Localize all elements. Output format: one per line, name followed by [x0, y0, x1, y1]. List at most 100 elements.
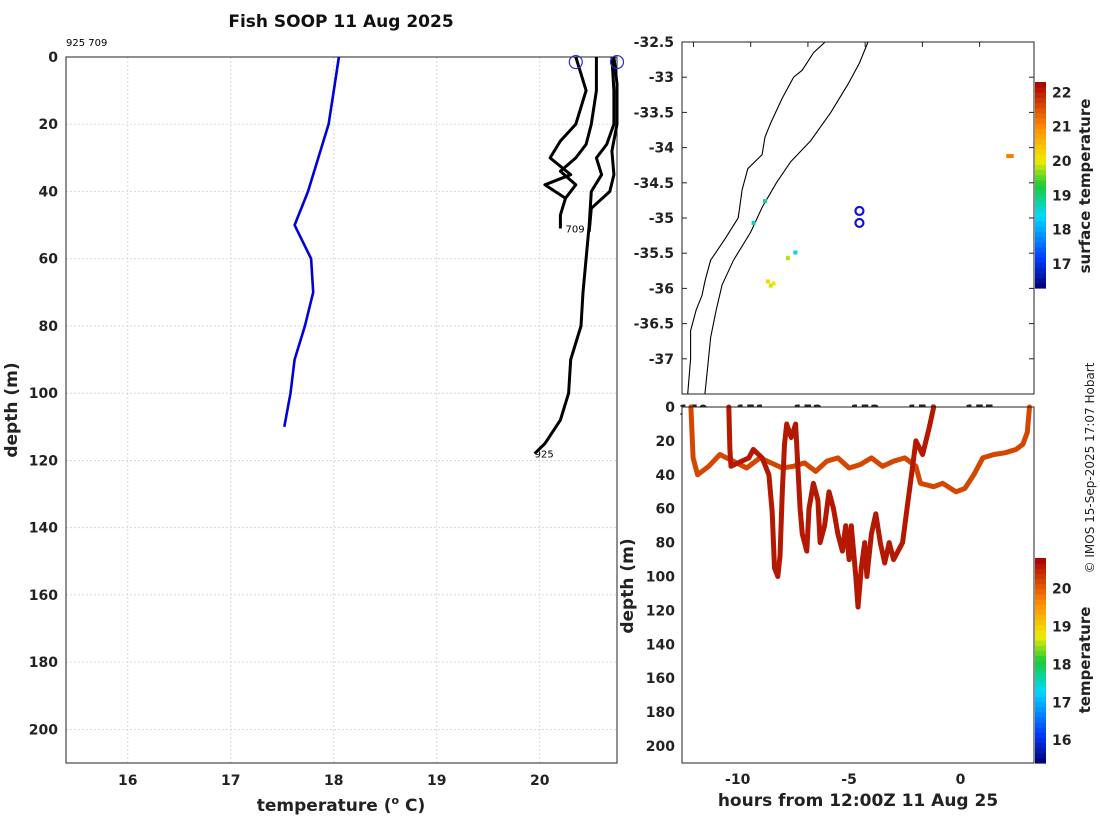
ts-colorbar-tick-label: 18: [1052, 657, 1071, 673]
profile-series-line: [283, 56, 341, 428]
ts-ytick-label: 20: [656, 434, 676, 450]
map-temperature-point: [765, 279, 770, 284]
profile-xtick-label: 17: [221, 773, 240, 789]
profile-ytick-label: 80: [39, 319, 59, 335]
ts-colorbar-segment: [1035, 665, 1046, 672]
map-temperature-point: [762, 199, 767, 204]
ts-colorbar-segment: [1035, 660, 1046, 667]
ts-colorbar-segment: [1035, 742, 1046, 749]
figure-title: Fish SOOP 11 Aug 2025: [228, 12, 453, 32]
ts-ytick-label: 80: [656, 536, 676, 552]
ts-colorbar-segment: [1035, 645, 1046, 651]
ts-colorbar-segment: [1035, 599, 1046, 605]
ts-colorbar-segment: [1035, 752, 1046, 759]
profile-xtick-label: 16: [118, 773, 137, 789]
map-colorbar-segment: [1035, 148, 1046, 155]
map-colorbar-segment: [1035, 205, 1046, 212]
map-colorbar-segment: [1035, 257, 1046, 263]
map-ytick-label: -34.5: [634, 176, 674, 192]
ts-ytick-label: 120: [646, 603, 675, 619]
ts-ytick-label: 0: [665, 400, 675, 416]
profile-ytick-label: 60: [39, 252, 59, 268]
map-colorbar-segment: [1035, 92, 1046, 99]
profile-axes-frame: [65, 56, 618, 764]
map-temperature-point: [768, 283, 773, 288]
ts-xtick-label: -5: [841, 772, 857, 788]
profile-start-marker: [568, 54, 583, 70]
map-colorbar-segment: [1035, 82, 1046, 88]
map-colorbar-segment: [1035, 143, 1046, 150]
map-temperature-point: [1009, 154, 1014, 159]
ts-colorbar-segment: [1035, 706, 1046, 713]
ts-colorbar-segment: [1035, 583, 1046, 590]
map-cast-marker: [854, 205, 865, 217]
profile-xtick-label: 19: [427, 773, 446, 789]
ts-colorbar-segment: [1035, 640, 1046, 646]
ts-ytick-label: 100: [646, 570, 675, 586]
map-colorbar-tick-label: 22: [1052, 85, 1071, 101]
ts-ytick-label: 160: [646, 671, 675, 687]
profile-xtick-label: 20: [530, 773, 550, 789]
profile-xlabel-end: C): [399, 796, 425, 816]
map-ytick-label: -34: [649, 141, 675, 157]
ts-colorbar-segment: [1035, 757, 1046, 764]
map-colorbar-segment: [1035, 87, 1046, 93]
map-colorbar-tick-label: 20: [1052, 154, 1072, 170]
ts-colorbar-label: temperature: [1076, 607, 1094, 714]
ts-colorbar-segment: [1035, 629, 1046, 636]
map-colorbar-tick-label: 17: [1052, 257, 1071, 273]
map-colorbar-segment: [1035, 195, 1046, 202]
ts-depth-track: [726, 404, 937, 610]
profile-ytick-label: 20: [39, 117, 59, 133]
map-colorbar-segment: [1035, 159, 1046, 165]
map-colorbar-tick-label: 21: [1052, 120, 1071, 136]
ts-ytick-label: 140: [646, 637, 675, 653]
ts-colorbar-tick-label: 20: [1052, 581, 1072, 597]
ts-colorbar-segment: [1035, 593, 1046, 600]
map-temperature-point: [785, 256, 790, 261]
profile-ytick-label: 120: [29, 453, 58, 469]
map-colorbar-segment: [1035, 174, 1046, 181]
map-colorbar-segment: [1035, 215, 1046, 222]
ts-colorbar-segment: [1035, 701, 1046, 708]
map-colorbar-segment: [1035, 262, 1046, 268]
map-colorbar-segment: [1035, 246, 1046, 253]
map-colorbar-segment: [1035, 118, 1046, 124]
map-colorbar-segment: [1035, 169, 1046, 176]
ts-colorbar-segment: [1035, 614, 1046, 621]
ts-colorbar-segment: [1035, 573, 1046, 580]
map-colorbar-segment: [1035, 272, 1046, 279]
profile-cast-label: 925: [535, 450, 554, 461]
map-ytick-label: -32.5: [634, 35, 674, 51]
profile-ytick-label: 140: [29, 521, 58, 537]
ts-colorbar-segment: [1035, 711, 1046, 718]
ts-colorbar-segment: [1035, 716, 1046, 723]
ts-colorbar-segment: [1035, 691, 1046, 697]
ts-ytick-label: 40: [656, 468, 676, 484]
map-ytick-label: -36: [649, 281, 674, 297]
profile-xlabel-sup: o: [392, 794, 400, 807]
map-axes-frame: [681, 41, 1035, 395]
map-cast-marker: [854, 217, 865, 229]
depth-time-chart: -10 -5 0 0 20 40 60 80 100 120 140 160 180 200 16 17 18…: [618, 400, 1094, 811]
ts-colorbar-segment: [1035, 619, 1046, 626]
ts-colorbar: 16 17 18 19 20: [1035, 558, 1072, 764]
ts-ytick-label: 180: [646, 705, 675, 721]
profile-xlabel: temperature (o C): [257, 794, 426, 816]
ts-colorbar-segment: [1035, 563, 1046, 569]
ts-colorbar-tick-label: 16: [1052, 733, 1071, 749]
map-colorbar-segment: [1035, 179, 1046, 186]
profile-series-line: [558, 57, 598, 200]
map-colorbar-tick-label: 18: [1052, 223, 1071, 239]
profile-start-marker: [609, 54, 625, 70]
ts-colorbar-segment: [1035, 609, 1046, 615]
ts-colorbar-tick-label: 19: [1052, 619, 1071, 635]
profile-ytick-label: 160: [29, 588, 58, 604]
ts-ylabel: depth (m): [618, 538, 638, 633]
ts-colorbar-segment: [1035, 737, 1046, 744]
profile-ytick-label: 40: [39, 184, 59, 200]
ts-axes-frame: [681, 406, 1035, 764]
ts-depth-track: [688, 404, 1032, 495]
